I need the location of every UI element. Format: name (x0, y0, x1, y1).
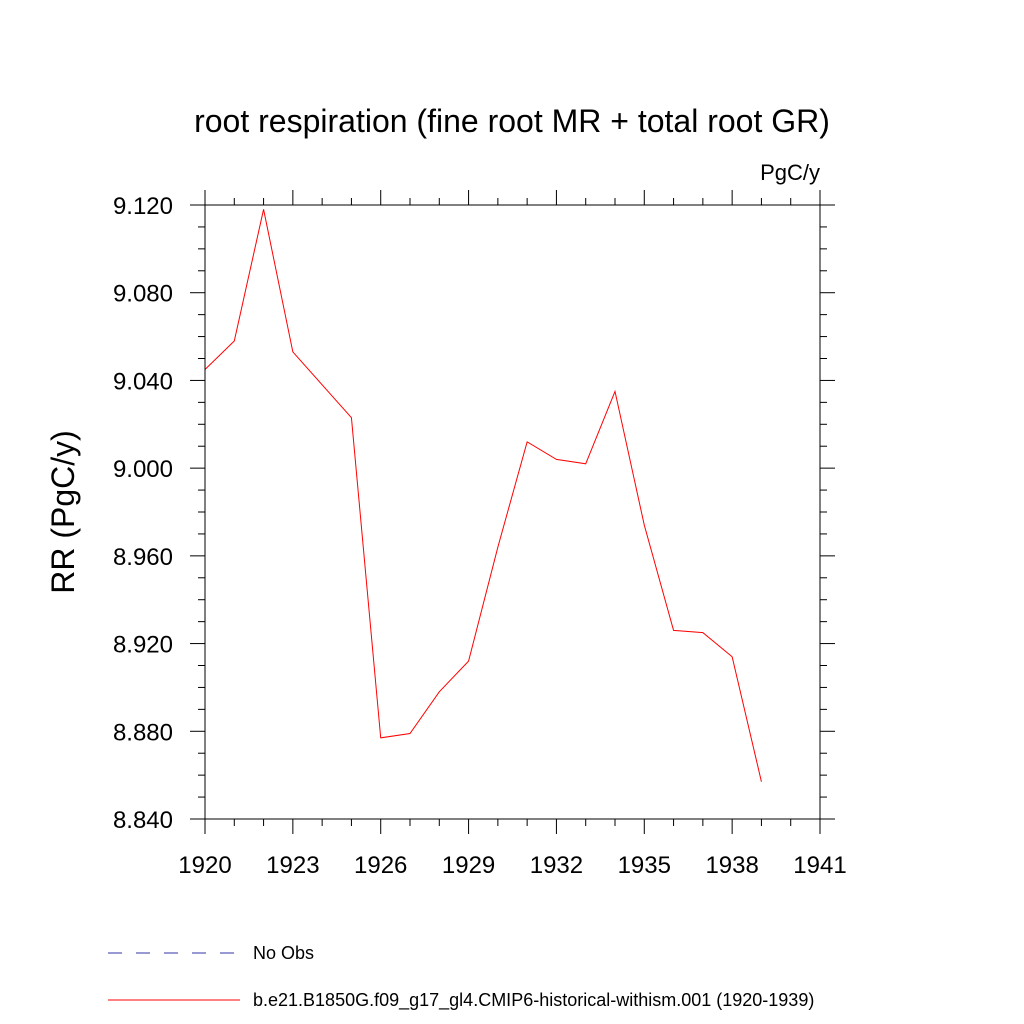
series-line (204, 209, 762, 782)
axis-ticks (190, 190, 835, 834)
legend: No Obs b.e21.B1850G.f09_g17_gl4.CMIP6-his… (108, 943, 814, 1011)
y-tick-label: 8.880 (113, 719, 173, 746)
x-tick-label: 1923 (266, 852, 319, 879)
y-tick-label: 8.840 (113, 807, 173, 834)
x-tick-label: 1932 (530, 852, 583, 879)
y-tick-label: 8.920 (113, 632, 173, 659)
plot-frame (204, 204, 821, 820)
x-tick-label: 1929 (442, 852, 495, 879)
x-tick-label: 1926 (354, 852, 407, 879)
x-tick-label: 1938 (705, 852, 758, 879)
legend-label: b.e21.B1850G.f09_g17_gl4.CMIP6-historica… (253, 990, 814, 1011)
x-tick-label: 1941 (793, 852, 846, 879)
chart-title: root respiration (fine root MR + total r… (194, 103, 830, 139)
y-tick-label: 8.960 (113, 544, 173, 571)
x-tick-labels: 1920 1923 1926 1929 1932 1935 1938 1941 (178, 852, 846, 879)
series-lines (204, 209, 762, 782)
y-tick-label: 9.000 (113, 456, 173, 483)
y-axis-label: RR (PgC/y) (45, 430, 81, 594)
y-tick-label: 9.120 (113, 193, 173, 220)
y-tick-label: 9.080 (113, 281, 173, 308)
x-tick-label: 1935 (618, 852, 671, 879)
y-tick-labels: 8.840 8.880 8.920 8.960 9.000 9.040 9.080 9.120 (113, 193, 173, 834)
legend-label: No Obs (253, 943, 314, 963)
x-tick-label: 1920 (178, 852, 231, 879)
y-tick-label: 9.040 (113, 368, 173, 395)
units-label: PgC/y (760, 160, 820, 185)
